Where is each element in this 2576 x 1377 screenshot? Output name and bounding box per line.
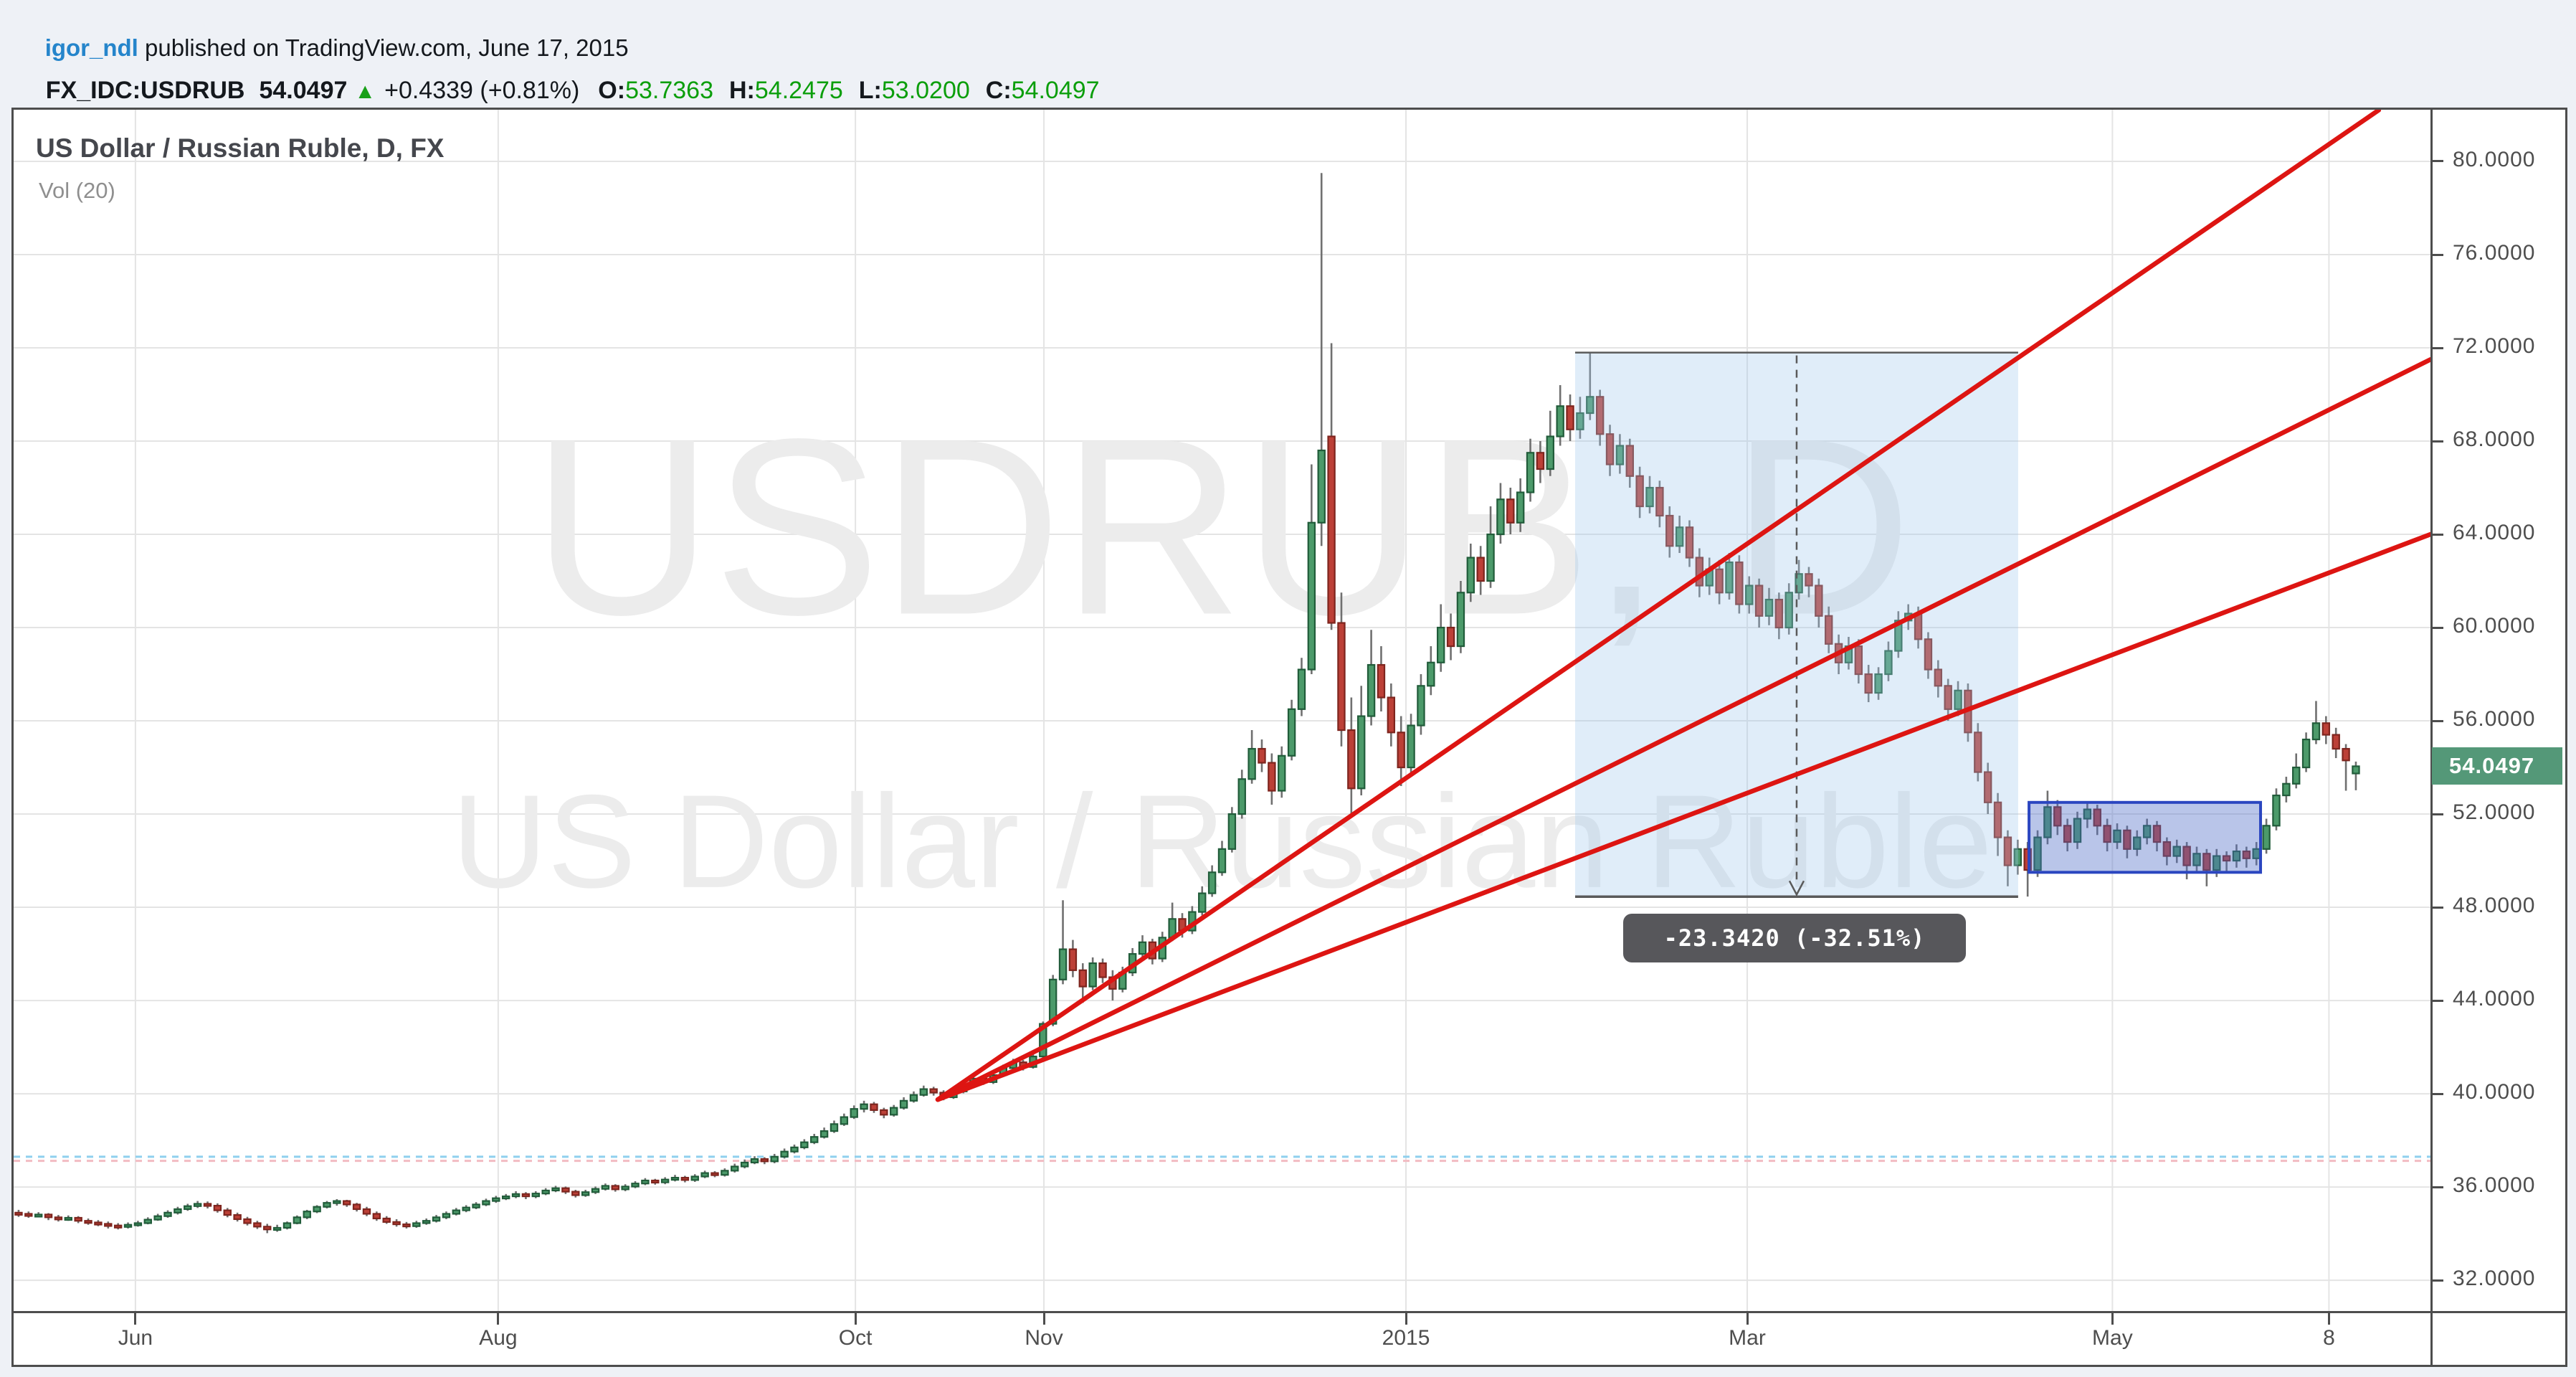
price-axis-tick xyxy=(2430,253,2443,256)
time-axis-tick xyxy=(497,1313,500,1325)
symbol-label: FX_IDC:USDRUB xyxy=(45,77,245,104)
last-price: 54.0497 xyxy=(259,77,348,104)
open-value: 53.7363 xyxy=(625,77,713,104)
highlight-rectangle-drawing[interactable] xyxy=(2028,800,2263,874)
price-axis-tick xyxy=(2430,626,2443,629)
up-arrow-icon: ▲ xyxy=(354,80,376,103)
price-axis-label: 52.0000 xyxy=(2453,800,2536,825)
time-axis-label: Mar xyxy=(1729,1326,1766,1350)
high-label: H: xyxy=(728,77,755,104)
price-axis-label: 60.0000 xyxy=(2453,614,2536,638)
grid-lines xyxy=(14,110,2430,1311)
time-axis-label: Oct xyxy=(838,1326,873,1350)
low-value: 53.0200 xyxy=(881,77,970,104)
price-axis-tick xyxy=(2430,1186,2443,1188)
close-label: C: xyxy=(985,77,1012,104)
price-axis-label: 80.0000 xyxy=(2453,147,2536,171)
price-axis-label: 40.0000 xyxy=(2453,1080,2536,1104)
price-axis-tick xyxy=(2430,1092,2443,1095)
price-axis-label: 44.0000 xyxy=(2453,987,2536,1011)
chart-title: US Dollar / Russian Ruble, D, FX xyxy=(36,133,445,163)
time-axis[interactable]: Jun Aug Oct Nov 2015 Mar May 8 xyxy=(14,1313,2430,1365)
measure-tooltip: -23.3420 (-32.51%) xyxy=(1623,914,1966,962)
trend-lines[interactable] xyxy=(935,110,2430,1102)
price-axis[interactable]: 80.0000 76.0000 72.0000 68.0000 64.0000 60.00… xyxy=(2430,110,2565,1311)
price-axis-label: 76.0000 xyxy=(2453,241,2536,265)
high-value: 54.2475 xyxy=(754,77,843,104)
time-axis-tick xyxy=(1405,1313,1407,1325)
price-axis-label: 68.0000 xyxy=(2453,427,2536,452)
time-axis-label: 2015 xyxy=(1382,1326,1430,1350)
time-axis-label: Nov xyxy=(1025,1326,1063,1350)
time-axis-label: 8 xyxy=(2323,1326,2335,1350)
candlestick-series xyxy=(14,173,2360,1234)
time-axis-label: Aug xyxy=(479,1326,518,1350)
last-price-badge: 54.0497 xyxy=(2432,747,2562,785)
price-axis-tick xyxy=(2430,160,2443,163)
price-axis-label: 64.0000 xyxy=(2453,521,2536,545)
publish-info: igor_ndl published on TradingView.com, J… xyxy=(19,7,629,89)
time-axis-label: Jun xyxy=(118,1326,153,1350)
price-axis-label: 48.0000 xyxy=(2453,894,2536,918)
price-axis-label: 32.0000 xyxy=(2453,1267,2536,1291)
price-change: +0.4339 (+0.81%) xyxy=(384,77,580,104)
price-axis-tick xyxy=(2430,346,2443,349)
price-axis-tick xyxy=(2430,999,2443,1002)
time-axis-tick xyxy=(2327,1313,2330,1325)
time-axis-tick xyxy=(2111,1313,2114,1325)
price-axis-tick xyxy=(2430,906,2443,909)
time-axis-tick xyxy=(1746,1313,1749,1325)
quote-line: FX_IDC:USDRUB 54.0497 ▲ +0.4339 (+0.81%) O:5… xyxy=(19,49,1116,133)
price-axis-label: 72.0000 xyxy=(2453,334,2536,358)
time-axis-tick xyxy=(1042,1313,1045,1325)
price-axis-label: 36.0000 xyxy=(2453,1173,2536,1198)
publish-text: published on TradingView.com, June 17, 2… xyxy=(138,34,629,61)
time-axis-tick xyxy=(854,1313,857,1325)
price-axis-tick xyxy=(2430,719,2443,722)
price-axis-label: 56.0000 xyxy=(2453,707,2536,732)
price-axis-tick xyxy=(2430,813,2443,815)
close-value: 54.0497 xyxy=(1011,77,1100,104)
price-axis-tick xyxy=(2430,1279,2443,1282)
price-axis-tick xyxy=(2430,533,2443,536)
open-label: O: xyxy=(598,77,626,104)
time-axis-separator xyxy=(14,1311,2565,1313)
low-label: L: xyxy=(858,77,882,104)
author-link[interactable]: igor_ndl xyxy=(44,34,138,61)
time-axis-label: May xyxy=(2092,1326,2133,1350)
time-axis-tick xyxy=(134,1313,137,1325)
price-axis-separator xyxy=(2430,110,2433,1365)
range-measure-drawing[interactable] xyxy=(1575,351,2018,899)
indicator-label: Vol (20) xyxy=(39,178,115,203)
chart-canvas[interactable]: USDRUB, DUS Dollar / Russian Ruble xyxy=(14,110,2430,1311)
price-axis-tick xyxy=(2430,440,2443,443)
